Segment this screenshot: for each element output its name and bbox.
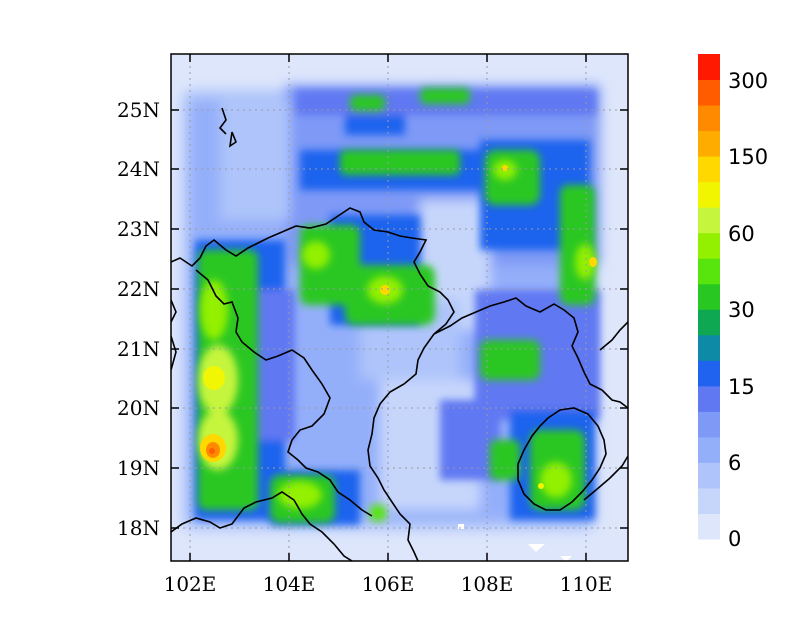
hotspot <box>203 366 225 390</box>
colorbar-band <box>698 181 720 208</box>
colorbar-label: 30 <box>728 298 755 322</box>
colorbar-band <box>698 156 720 183</box>
colorbar-band <box>698 334 720 361</box>
colorbar-band <box>698 385 720 412</box>
y-tick-label: 21N <box>117 337 160 361</box>
axis-ticks <box>171 54 628 561</box>
colorbar-band <box>698 462 720 489</box>
x-tick-label: 108E <box>461 572 514 596</box>
colorbar-band <box>698 79 720 106</box>
y-tick-label: 22N <box>117 277 160 301</box>
y-tick-label: 19N <box>117 456 160 480</box>
colorbar-band <box>698 436 720 463</box>
colorbar-band <box>698 105 720 132</box>
colorbar-band <box>698 283 720 310</box>
y-tick-label: 20N <box>117 396 160 420</box>
y-tick-label: 25N <box>117 98 160 122</box>
colorbar-band <box>698 309 720 336</box>
field-hotspots <box>200 165 597 489</box>
colorbar-label: 6 <box>728 451 741 475</box>
colorbar-band <box>698 130 720 157</box>
grid-lines <box>171 54 628 561</box>
colorbar-band <box>698 207 720 234</box>
colorbar-label: 15 <box>728 375 755 399</box>
colorbar-label: 60 <box>728 222 755 246</box>
hotspot <box>502 165 508 171</box>
colorbar-label: 0 <box>728 527 741 551</box>
plot-frame <box>170 53 629 562</box>
field-gaps <box>458 524 572 561</box>
colorbar-label: 300 <box>728 69 768 93</box>
y-tick-label: 23N <box>117 217 160 241</box>
y-tick-label: 18N <box>117 516 160 540</box>
hotspot <box>380 285 390 295</box>
y-axis-labels: 18N 19N 20N 21N 22N 23N 24N 25N <box>117 98 160 540</box>
x-tick-label: 102E <box>164 572 217 596</box>
colorbar-band <box>698 360 720 387</box>
y-tick-label: 24N <box>117 157 160 181</box>
colorbar-label: 150 <box>728 145 768 169</box>
colorbar-band <box>698 487 720 514</box>
colorbar-band <box>698 513 720 540</box>
map-borders <box>171 107 628 561</box>
hotspot <box>209 448 215 454</box>
colorbar <box>698 54 720 540</box>
x-tick-label: 110E <box>560 572 613 596</box>
map-field <box>171 54 628 561</box>
colorbar-band <box>698 232 720 259</box>
x-tick-label: 104E <box>263 572 316 596</box>
x-tick-label: 106E <box>362 572 415 596</box>
hotspot <box>589 257 597 267</box>
colorbar-band <box>698 258 720 285</box>
hotspot <box>538 483 544 489</box>
colorbar-band <box>698 54 720 81</box>
colorbar-labels: 0 6 15 30 60 150 300 <box>728 69 768 551</box>
x-axis-labels: 102E 104E 106E 108E 110E <box>164 572 613 596</box>
colorbar-band <box>698 411 720 438</box>
